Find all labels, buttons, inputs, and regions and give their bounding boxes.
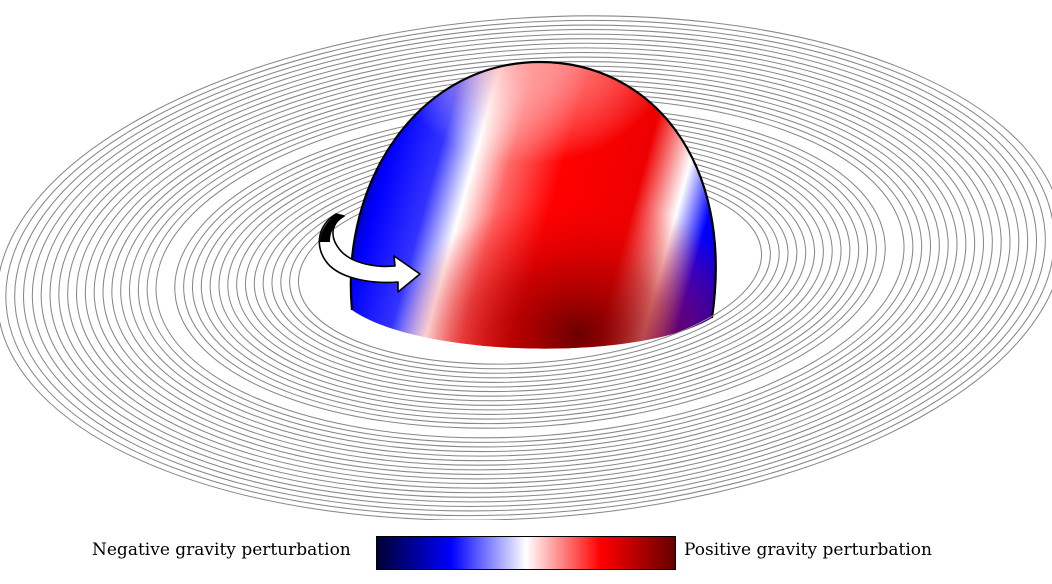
ring-front-arc <box>262 249 798 383</box>
ring-back-arc <box>5 20 1052 305</box>
colorbar-legend: Negative gravity perturbation Positive g… <box>0 524 1052 574</box>
ring-front-arc <box>289 251 771 370</box>
ring-front-arc <box>85 236 976 475</box>
ring-front-arc <box>298 251 762 365</box>
ring-front-arc <box>58 235 1002 489</box>
curved-rotation-arrow-icon <box>318 213 421 293</box>
ring-back-arc <box>0 15 1052 306</box>
ring-front-arc <box>174 243 886 429</box>
ring-front-arc <box>218 246 842 406</box>
ring-back-arc <box>49 42 1011 302</box>
planet <box>349 60 717 349</box>
ring-front-arc <box>120 239 940 457</box>
ring-front-arc <box>129 239 932 453</box>
ring-front-arc <box>102 238 958 466</box>
ring-front-arc <box>192 244 869 420</box>
colorbar <box>376 536 676 570</box>
negative-label: Negative gravity perturbation <box>92 540 351 560</box>
ring-front-arc <box>76 236 984 480</box>
ring-front-arc <box>111 238 949 462</box>
ring-front-arc <box>271 249 789 379</box>
ring-front-arc <box>209 245 851 411</box>
ring-front-arc <box>49 234 1011 494</box>
ring-front-arc <box>183 243 877 425</box>
ring-front-arc <box>14 231 1046 511</box>
ring-front-arc <box>93 237 967 471</box>
ring-front-arc <box>236 247 824 397</box>
ring-front-arc <box>32 233 1029 503</box>
ring-back-arc <box>58 47 1002 301</box>
ring-front-arc <box>0 230 1052 520</box>
ring-back-arc <box>76 56 984 300</box>
ring-front-arc <box>253 248 807 388</box>
ring-front-arc <box>67 235 993 485</box>
ring-front-arc <box>280 250 780 374</box>
ring-front-arc <box>155 241 905 439</box>
ring-front-arc <box>227 246 833 402</box>
ring-front-arc <box>200 244 860 415</box>
ring-front-arc <box>245 248 815 393</box>
ring-back-arc <box>40 38 1020 303</box>
ring-front-arc <box>138 240 923 448</box>
ring-back-arc <box>14 25 1046 305</box>
ring-back-arc <box>31 33 1028 303</box>
ring-back-arc <box>67 51 993 301</box>
positive-label: Positive gravity perturbation <box>684 540 932 560</box>
ring-front-arc <box>40 233 1020 498</box>
ring-front-arc <box>146 241 914 443</box>
saturn-ring-diagram <box>0 15 1052 520</box>
ring-front-arc <box>5 231 1052 516</box>
